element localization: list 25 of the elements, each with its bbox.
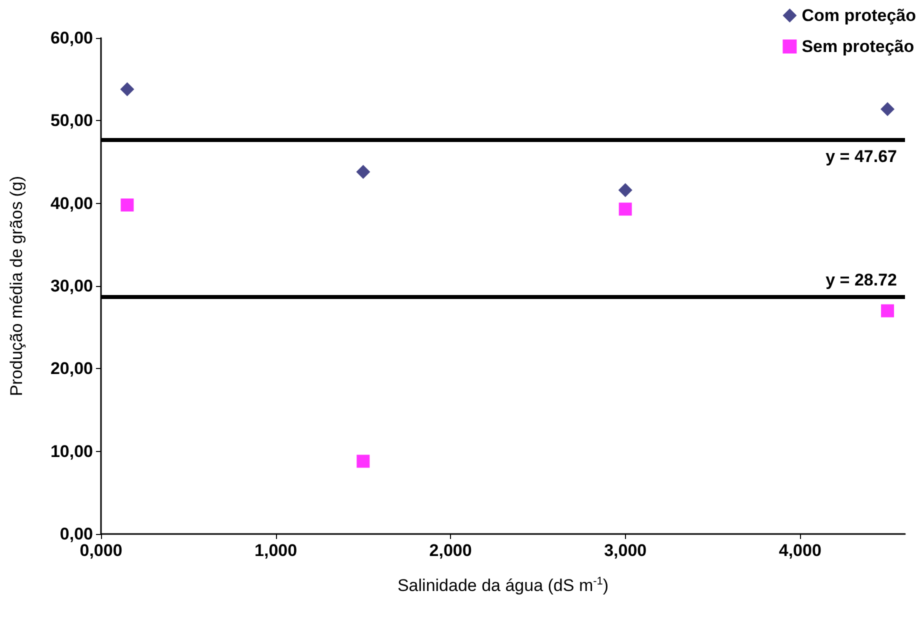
point [618, 183, 632, 198]
point [120, 198, 134, 212]
point [880, 102, 895, 116]
y-tick-label: 0,00 [60, 524, 93, 544]
ref-line-label: y = 28.72 [826, 270, 897, 290]
legend-label: Sem proteção [802, 37, 914, 56]
y-tick-label: 30,00 [50, 276, 93, 296]
x-tick-label: 4,000 [778, 541, 822, 560]
y-tick-label: 40,00 [50, 194, 93, 213]
point [618, 202, 632, 216]
y-axis-title: Produção média de grãos (g) [7, 176, 26, 396]
y-tick-label: 20,00 [50, 359, 93, 378]
point [356, 454, 370, 468]
x-tick-label: 1,000 [254, 541, 298, 560]
x-tick-label: 0,000 [80, 541, 122, 560]
point [120, 82, 134, 96]
x-tick-label: 3,000 [604, 541, 647, 560]
point [881, 304, 894, 318]
y-tick-label: 50,00 [50, 111, 93, 130]
legend-label: Com proteção [802, 6, 916, 25]
point [356, 164, 370, 179]
x-tick-label: 2,000 [429, 541, 472, 560]
y-tick-label: 60,00 [50, 28, 93, 48]
ref-line-label: y = 47.67 [826, 146, 897, 166]
y-tick-label: 10,00 [50, 442, 93, 461]
